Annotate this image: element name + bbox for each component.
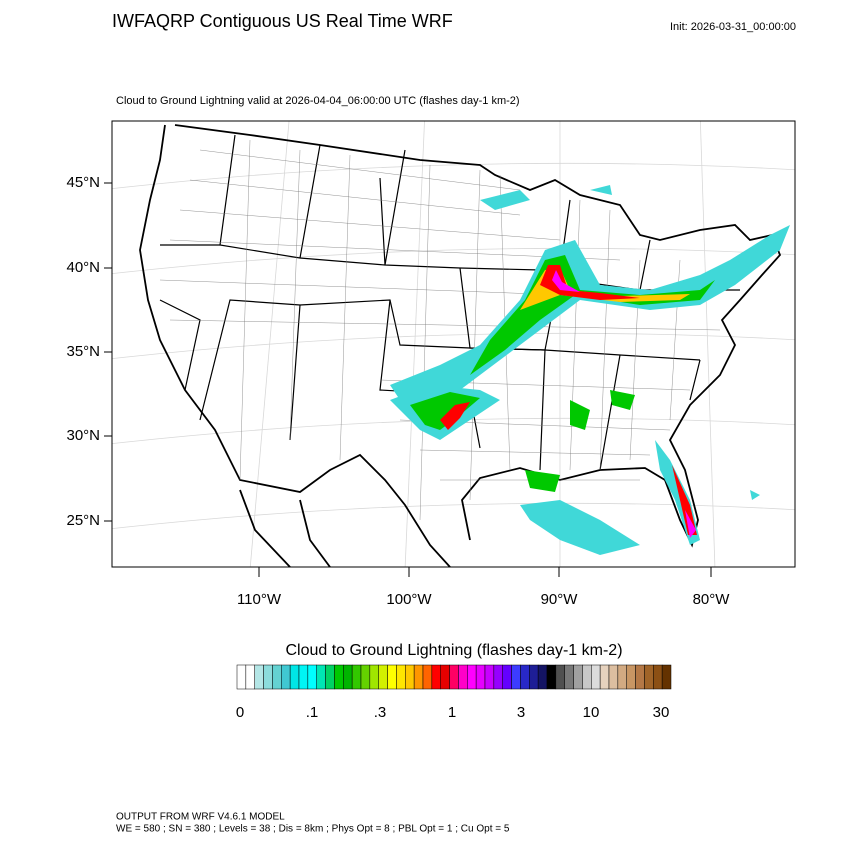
color-swatch — [635, 664, 645, 690]
color-swatch — [493, 664, 503, 690]
color-swatch — [378, 664, 388, 690]
color-swatch — [254, 664, 264, 690]
color-swatch — [413, 664, 424, 690]
colorbar-title: Cloud to Ground Lightning (flashes day-1… — [285, 642, 622, 659]
color-swatch — [582, 664, 592, 690]
color-swatch — [458, 664, 468, 690]
color-swatch — [298, 664, 309, 690]
lon-label: 100°W — [386, 591, 432, 608]
color-swatch — [360, 664, 371, 690]
colorbar: 0 .1 .3 1 3 10 30 — [236, 664, 672, 721]
color-swatch — [608, 664, 619, 690]
color-swatch — [334, 664, 344, 690]
colorbar-label: .3 — [374, 704, 387, 721]
color-swatch — [529, 664, 539, 690]
color-swatch — [316, 664, 326, 690]
color-swatch — [343, 664, 353, 690]
color-swatch — [325, 664, 335, 690]
color-swatch — [245, 664, 255, 690]
color-swatch — [484, 664, 495, 690]
lon-label: 110°W — [237, 591, 282, 608]
color-swatch — [502, 664, 512, 690]
color-swatch — [431, 664, 441, 690]
lat-axis: 45°N 40°N 35°N 30°N 25°N — [66, 174, 112, 529]
colorbar-label: 0 — [236, 704, 244, 721]
color-swatch — [422, 664, 433, 690]
color-swatch — [236, 664, 247, 690]
lon-axis: 110°W 100°W 90°W 80°W — [237, 567, 730, 608]
color-swatch — [440, 664, 450, 690]
colorbar-label: .1 — [306, 704, 319, 721]
lon-label: 90°W — [541, 591, 579, 608]
colorbar-label: 30 — [653, 704, 670, 721]
color-swatch — [573, 664, 583, 690]
color-swatch — [537, 664, 548, 690]
color-swatch — [511, 664, 521, 690]
color-swatch — [467, 664, 477, 690]
lightning-field — [390, 185, 790, 555]
lat-label: 25°N — [66, 512, 100, 529]
lat-label: 45°N — [66, 174, 100, 191]
map-subtitle: Cloud to Ground Lightning valid at 2026-… — [116, 95, 520, 107]
color-swatch — [369, 664, 379, 690]
footer-line: OUTPUT FROM WRF V4.6.1 MODEL — [116, 812, 285, 823]
color-swatch — [555, 664, 565, 690]
lat-label: 40°N — [66, 259, 100, 276]
color-swatch — [387, 664, 397, 690]
color-swatch — [281, 664, 291, 690]
map: 45°N 40°N 35°N 30°N 25°N 110°W 100°W 90°W 80°W — [66, 120, 796, 608]
color-swatch — [653, 664, 663, 690]
color-swatch — [351, 664, 362, 690]
lon-label: 80°W — [693, 591, 731, 608]
init-time: Init: 2026-03-31_00:00:00 — [670, 21, 796, 33]
color-swatch — [564, 664, 574, 690]
color-swatch — [263, 664, 273, 690]
footer-line: WE = 580 ; SN = 380 ; Levels = 38 ; Dis … — [116, 824, 510, 835]
color-swatch — [520, 664, 530, 690]
color-swatch — [546, 664, 557, 690]
colorbar-label: 3 — [517, 704, 525, 721]
map-frame — [111, 120, 796, 568]
color-swatch — [644, 664, 654, 690]
colorbar-label: 1 — [448, 704, 456, 721]
color-swatch — [307, 664, 317, 690]
lat-label: 35°N — [66, 343, 100, 360]
color-swatch — [475, 664, 486, 690]
county-borders — [159, 139, 721, 521]
lat-label: 30°N — [66, 427, 100, 444]
color-swatch — [449, 664, 459, 690]
title: IWFAQRP Contiguous US Real Time WRF — [112, 11, 453, 31]
graticule — [112, 121, 795, 567]
color-swatch — [591, 664, 601, 690]
colorbar-label: 10 — [583, 704, 600, 721]
color-swatch — [396, 664, 406, 690]
color-swatch — [599, 664, 610, 690]
land-outline — [139, 124, 782, 567]
color-swatch — [289, 664, 300, 690]
color-swatch — [617, 664, 627, 690]
color-swatch — [626, 664, 636, 690]
color-swatch — [405, 664, 415, 690]
color-swatch — [272, 664, 282, 690]
color-swatch — [661, 664, 672, 690]
